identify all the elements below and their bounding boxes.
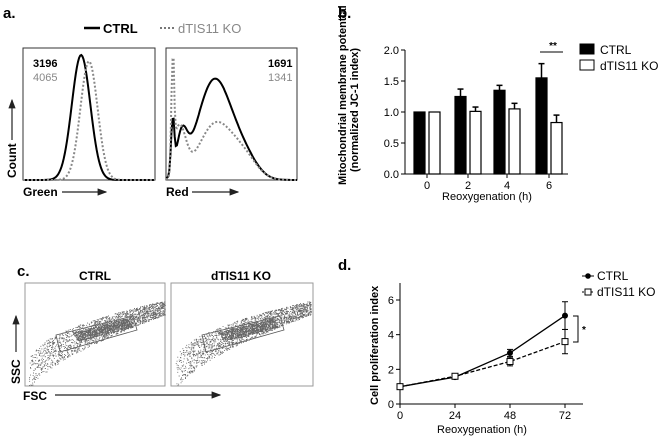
panel-label: c. (17, 263, 30, 280)
legend-ctrl: CTRL (597, 269, 629, 283)
scatter-events (175, 301, 312, 386)
x-tick-label: 24 (449, 410, 461, 422)
y-tick-label: 0.5 (384, 138, 399, 150)
legend-ko-marker (584, 288, 592, 296)
bar-ctrl (454, 95, 467, 175)
dotplot-ctrl-frame (24, 282, 166, 387)
panel-b: b. Mitochondrial membrane potential (nor… (337, 5, 658, 203)
significance-annotation: * (582, 325, 586, 336)
legend-ctrl: CTRL (600, 43, 632, 57)
x-axis-label: Reoxygenation (h) (437, 424, 527, 436)
legend-ctrl: CTRL (103, 21, 138, 36)
x-tick-label: 48 (504, 410, 516, 422)
ssc-axis-label: SSC (9, 359, 23, 384)
x-tick-label: 4 (504, 180, 510, 192)
significance-annotation: ** (549, 41, 557, 52)
y-tick-label: 0.0 (384, 169, 399, 181)
red-ctrl-curve (165, 77, 297, 181)
data-point-ko (396, 383, 404, 391)
x-tick-label: 72 (559, 410, 571, 422)
plot-title-ctrl: CTRL (79, 269, 111, 283)
x-tick-label: 0 (424, 180, 430, 192)
y-tick-label: 1.5 (384, 76, 399, 88)
histogram-red-frame (165, 47, 298, 181)
legend-ko: dTIS11 KO (600, 59, 658, 73)
data-point-ko (451, 372, 459, 380)
legend-ko: dTIS11 KO (597, 285, 655, 299)
red-ko-curve (165, 55, 297, 181)
x-tick-label: 6 (546, 180, 552, 192)
panel-c: c. CTRL dTIS11 KO SSC FSC (9, 263, 314, 403)
green-ko-value: 4065 (33, 72, 57, 84)
bar-ctrl (413, 111, 426, 175)
legend-ko-swatch (579, 59, 595, 71)
y-tick-label: 1.0 (384, 107, 399, 119)
green-axis-label: Green (23, 185, 58, 199)
y-axis-label: Cell proliferation index (369, 285, 381, 405)
legend-ctrl-swatch (579, 43, 595, 55)
panel-a: a. CTRL dTIS11 KO 3196 4065 1691 1341 Co… (3, 5, 298, 199)
bar-ko (508, 108, 521, 175)
bar-ko (428, 111, 441, 175)
green-ko-curve (23, 60, 155, 181)
data-point-ctrl (562, 312, 568, 319)
legend-ctrl-marker (585, 273, 591, 279)
fsc-axis-label: FSC (23, 389, 47, 403)
x-axis-label: Reoxygenation (h) (442, 191, 532, 203)
significance-bracket (573, 315, 579, 343)
x-tick-label: 0 (397, 410, 403, 422)
panel-label: a. (3, 5, 16, 22)
bar-ctrl (535, 77, 548, 175)
data-point-ko (506, 358, 514, 366)
y-tick-label: 0 (388, 399, 394, 411)
x-tick-label: 2 (465, 180, 471, 192)
y-tick-label: 6 (388, 295, 394, 307)
green-ctrl-value: 3196 (33, 58, 57, 70)
y-tick-label: 2.0 (384, 45, 399, 57)
legend-ko: dTIS11 KO (178, 21, 241, 36)
bar-ko (550, 121, 563, 175)
plot-title-ko: dTIS11 KO (211, 269, 271, 283)
series-line-ko (399, 340, 566, 388)
count-axis-label: Count (5, 143, 19, 178)
bar-ko (469, 110, 482, 175)
dotplot-ko-frame (170, 282, 314, 387)
scatter-events (29, 301, 166, 387)
panel-d: d. Cell proliferation index Reoxygenatio… (338, 257, 655, 436)
y-tick-label: 2 (388, 364, 394, 376)
red-ctrl-value: 1691 (268, 58, 292, 70)
panel-label: d. (338, 257, 351, 274)
data-point-ctrl (507, 349, 513, 356)
data-point-ko (561, 338, 569, 346)
y-axis-label-line2: (normalized JC-1 index) (349, 48, 361, 172)
histogram-green-frame (22, 47, 156, 181)
y-tick-label: 4 (388, 330, 394, 342)
panel-label: b. (338, 5, 351, 22)
red-ko-value: 1341 (268, 72, 292, 84)
red-axis-label: Red (166, 185, 189, 199)
bar-ctrl (493, 89, 506, 175)
y-axis-label-line1: Mitochondrial membrane potential (337, 5, 349, 185)
